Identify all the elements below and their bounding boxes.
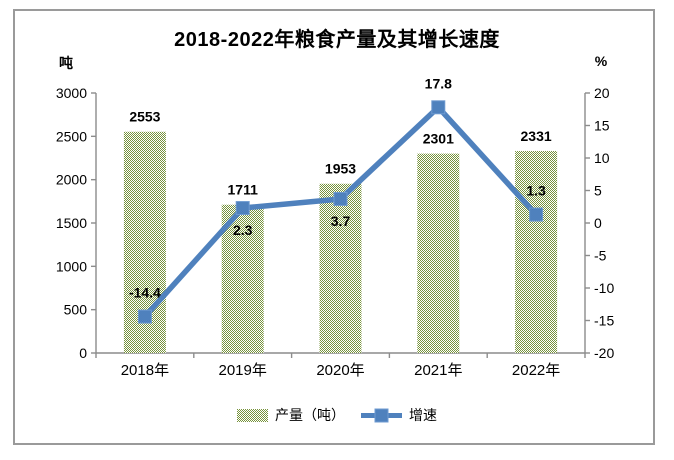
left-axis-tick-label: 3000 bbox=[56, 85, 87, 101]
legend-item-growth: 增速 bbox=[361, 405, 437, 425]
line-series-swatch-icon bbox=[361, 408, 402, 422]
right-axis-tick-label: -5 bbox=[594, 248, 607, 264]
bar-value-label: 1711 bbox=[228, 182, 259, 198]
line-value-label: 1.3 bbox=[526, 183, 546, 199]
left-axis-tick-label: 1500 bbox=[56, 215, 87, 231]
line-value-label: 2.3 bbox=[233, 222, 253, 238]
chart-title: 2018-2022年粮食产量及其增长速度 bbox=[174, 29, 500, 51]
line-value-label: -14.4 bbox=[129, 285, 161, 301]
growth-line-marker bbox=[235, 201, 250, 216]
growth-line-marker bbox=[137, 309, 152, 324]
right-axis-tick-label: -20 bbox=[594, 345, 614, 361]
right-axis-tick-label: 15 bbox=[594, 118, 610, 134]
chart-legend: 产量（吨） 增速 bbox=[0, 403, 674, 427]
line-value-label: 17.8 bbox=[425, 75, 452, 91]
left-axis-tick-label: 500 bbox=[64, 302, 88, 318]
line-value-label: 3.7 bbox=[331, 213, 351, 229]
production-bar bbox=[417, 153, 460, 353]
legend-label-production: 产量（吨） bbox=[275, 407, 345, 423]
production-bar bbox=[319, 183, 362, 353]
production-bar bbox=[515, 150, 558, 353]
x-axis-label: 2019年 bbox=[219, 362, 267, 379]
left-axis-unit-label: 吨 bbox=[59, 55, 73, 71]
left-axis-tick-label: 0 bbox=[79, 345, 87, 361]
bar-value-label: 2301 bbox=[423, 131, 454, 147]
right-axis-tick-label: 10 bbox=[594, 150, 610, 166]
growth-line-marker bbox=[333, 191, 348, 206]
bar-value-label: 1953 bbox=[325, 161, 356, 177]
right-axis-tick-label: 0 bbox=[594, 215, 602, 231]
left-axis-tick-label: 2000 bbox=[56, 172, 87, 188]
right-axis-tick-label: 20 bbox=[594, 85, 610, 101]
x-axis-label: 2020年 bbox=[316, 362, 364, 379]
bar-series-swatch-icon bbox=[237, 408, 268, 422]
left-axis-tick-label: 1000 bbox=[56, 258, 87, 274]
left-axis-tick-label: 2500 bbox=[56, 128, 87, 144]
right-axis-tick-label: -15 bbox=[594, 313, 614, 329]
bar-value-label: 2331 bbox=[521, 128, 552, 144]
x-axis-label: 2018年 bbox=[121, 362, 169, 379]
right-axis-unit-label: % bbox=[594, 53, 608, 69]
x-axis-label: 2021年 bbox=[414, 362, 462, 379]
legend-item-production: 产量（吨） bbox=[237, 405, 345, 425]
growth-line-marker bbox=[431, 100, 446, 115]
bar-value-label: 2553 bbox=[129, 109, 160, 125]
production-bar bbox=[221, 204, 264, 353]
legend-label-growth: 增速 bbox=[409, 407, 437, 423]
right-axis-tick-label: -10 bbox=[594, 280, 614, 296]
growth-line-marker bbox=[529, 207, 544, 222]
right-axis-tick-label: 5 bbox=[594, 183, 602, 199]
x-axis-label: 2022年 bbox=[512, 362, 560, 379]
